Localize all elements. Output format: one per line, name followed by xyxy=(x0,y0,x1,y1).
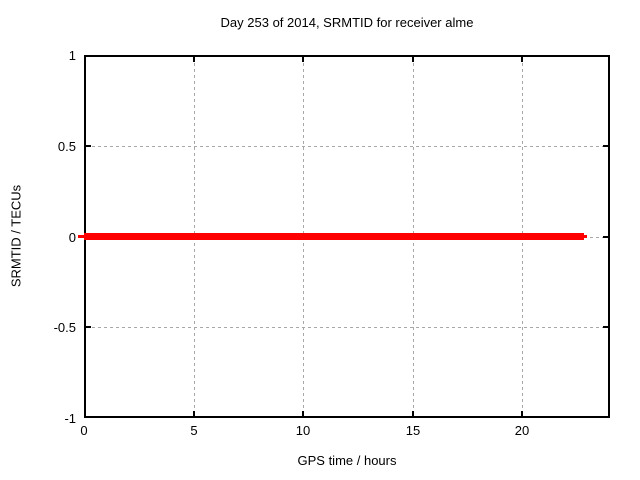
x-axis-label: GPS time / hours xyxy=(297,453,397,468)
grid-line-horizontal xyxy=(86,327,608,328)
y-tick-label: -0.5 xyxy=(53,320,76,335)
chart-title: Day 253 of 2014, SRMTID for receiver alm… xyxy=(220,15,474,30)
y-tick-label: 1 xyxy=(68,48,76,63)
x-tick-mark-top xyxy=(412,57,414,62)
x-tick-mark-bottom xyxy=(193,411,195,416)
x-tick-label: 5 xyxy=(190,423,198,438)
x-tick-mark-top xyxy=(302,57,304,62)
y-tick-mark-left xyxy=(86,326,91,328)
x-tick-label: 0 xyxy=(80,423,88,438)
data-line xyxy=(84,233,584,240)
y-tick-label: -1 xyxy=(64,411,76,426)
x-tick-mark-bottom xyxy=(302,411,304,416)
y-tick-label: 0.5 xyxy=(57,139,76,154)
data-line-start-cap xyxy=(78,235,84,238)
x-tick-mark-bottom xyxy=(521,411,523,416)
x-tick-label: 15 xyxy=(405,423,421,438)
y-tick-label: 0 xyxy=(68,230,76,245)
y-tick-mark-right xyxy=(603,326,608,328)
x-tick-mark-top xyxy=(521,57,523,62)
y-tick-mark-right xyxy=(603,236,608,238)
x-tick-label: 20 xyxy=(514,423,530,438)
y-tick-mark-left xyxy=(86,145,91,147)
data-line-end-cap xyxy=(584,235,587,238)
y-tick-mark-right xyxy=(603,145,608,147)
x-tick-mark-top xyxy=(193,57,195,62)
x-tick-label: 10 xyxy=(295,423,311,438)
x-tick-mark-bottom xyxy=(412,411,414,416)
grid-line-horizontal xyxy=(86,146,608,147)
